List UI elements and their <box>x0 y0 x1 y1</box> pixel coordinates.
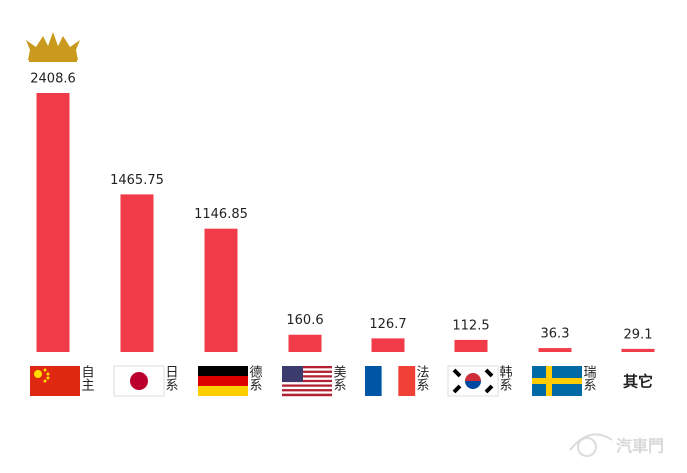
flag-part <box>452 368 462 378</box>
flag-icon <box>447 365 499 397</box>
flag-part <box>282 386 332 390</box>
x-tick-label: 德系 <box>247 365 263 391</box>
bar <box>36 93 70 352</box>
bar <box>621 348 655 352</box>
flag-icon <box>532 366 582 396</box>
value-label: 126.7 <box>369 317 406 332</box>
bar <box>204 228 238 352</box>
bar <box>371 338 405 352</box>
x-tick-label: 日系 <box>163 365 179 391</box>
flag-part <box>282 379 332 383</box>
flag-part <box>282 372 332 376</box>
bar <box>454 339 488 352</box>
flag-part <box>484 384 494 394</box>
flag-part <box>130 372 148 390</box>
flag-part <box>365 366 382 396</box>
bar <box>120 194 154 352</box>
flag-part <box>282 368 332 371</box>
x-tick-label: 法系 <box>414 365 430 391</box>
flag-part <box>532 378 582 384</box>
x-tick-label: 美系 <box>331 365 347 391</box>
flag-part <box>282 366 303 382</box>
flag-part <box>282 377 332 381</box>
flag-part <box>43 379 47 383</box>
value-label: 2408.6 <box>30 72 76 87</box>
flag-part <box>465 373 481 381</box>
flag-part <box>198 366 248 376</box>
bar <box>538 348 572 352</box>
value-label: 36.3 <box>541 327 570 342</box>
x-tick-label: 韩系 <box>497 365 513 391</box>
watermark: 汽車門 <box>616 437 664 456</box>
bar <box>288 334 322 352</box>
flag-part <box>282 382 332 385</box>
flag-part <box>198 386 248 396</box>
flag-part <box>46 372 50 376</box>
value-label: 112.5 <box>452 318 489 333</box>
flag-icon <box>198 366 248 396</box>
value-label: 1146.85 <box>194 207 248 222</box>
flag-part <box>282 366 332 369</box>
flag-part <box>46 376 50 380</box>
x-tick-label: 自主 <box>79 365 95 391</box>
x-tick-label: 其它 <box>623 373 653 391</box>
value-label: 160.6 <box>286 313 323 328</box>
flag-part <box>43 368 47 372</box>
flag-part <box>282 389 332 392</box>
flag-part <box>381 366 399 396</box>
value-label: 29.1 <box>624 327 653 342</box>
flag-part <box>398 366 416 396</box>
flag-icon <box>30 366 80 396</box>
flag-part <box>465 381 481 389</box>
flag-part <box>34 370 42 378</box>
flag-icon <box>282 366 332 397</box>
flag-part <box>198 376 248 386</box>
flag-part <box>282 370 332 374</box>
flag-icon <box>365 366 416 396</box>
watermark-logo <box>569 433 613 457</box>
flag-part <box>282 384 332 387</box>
flag-part <box>282 393 332 397</box>
x-tick-label: 瑞系 <box>581 365 597 391</box>
flag-part <box>484 368 494 378</box>
value-label: 1465.75 <box>110 173 164 188</box>
flag-part <box>282 375 332 378</box>
flag-icon <box>113 365 165 397</box>
flag-part <box>452 384 462 394</box>
crown-icon <box>26 32 80 62</box>
flag-part <box>282 391 332 394</box>
